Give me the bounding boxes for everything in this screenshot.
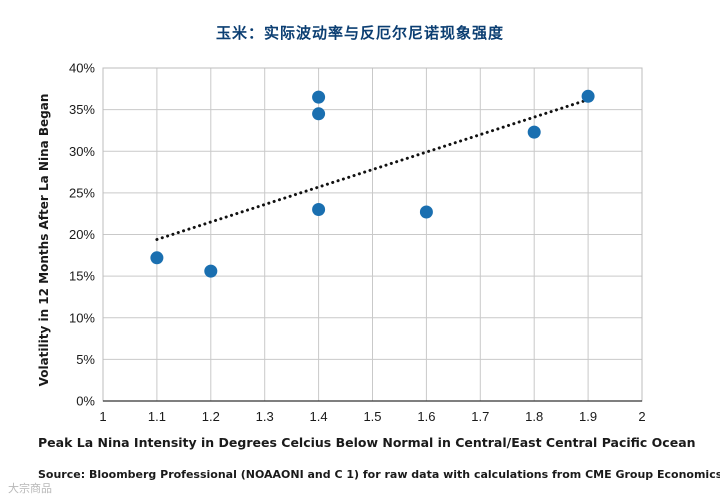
- source-note: Source: Bloomberg Professional (NOAAONI …: [38, 468, 720, 481]
- y-tick-label: 35%: [69, 102, 95, 117]
- x-tick-label: 1: [99, 409, 106, 424]
- y-tick-label: 40%: [69, 61, 95, 76]
- y-axis-label: Volatility in 12 Months After La Nina Be…: [37, 93, 51, 387]
- data-points: [150, 89, 595, 278]
- data-point: [150, 251, 164, 265]
- y-tick-label: 25%: [69, 185, 95, 200]
- data-point: [581, 89, 595, 103]
- x-tick-labels: 1 1.1 1.2 1.3 1.4 1.5 1.6 1.7 1.8 1.9 2: [99, 409, 645, 424]
- x-tick-label: 1.6: [417, 409, 435, 424]
- x-axis-label: Peak La Nina Intensity in Degrees Celciu…: [38, 435, 696, 450]
- watermark: 大宗商品: [8, 482, 52, 495]
- x-tick-label: 1.1: [148, 409, 166, 424]
- x-tick-label: 1.9: [579, 409, 597, 424]
- data-point: [419, 205, 433, 219]
- data-point: [312, 107, 326, 121]
- y-tick-label: 20%: [69, 227, 95, 242]
- data-point: [312, 90, 326, 104]
- grid-lines: [102, 67, 643, 402]
- y-tick-label: 5%: [76, 352, 95, 367]
- x-tick-label: 1.7: [471, 409, 489, 424]
- y-tick-label: 0%: [76, 394, 95, 409]
- x-tick-label: 1.8: [525, 409, 543, 424]
- x-tick-label: 1.2: [202, 409, 220, 424]
- data-point: [527, 125, 541, 139]
- y-tick-labels: 0% 5% 10% 15% 20% 25% 30% 35% 40%: [69, 61, 95, 409]
- x-tick-label: 1.5: [363, 409, 381, 424]
- y-tick-label: 15%: [69, 269, 95, 284]
- data-point: [312, 203, 326, 217]
- x-tick-label: 1.4: [310, 409, 328, 424]
- x-tick-label: 2: [638, 409, 645, 424]
- y-tick-label: 30%: [69, 144, 95, 159]
- axes: [102, 67, 643, 402]
- y-tick-label: 10%: [69, 310, 95, 325]
- data-point: [204, 264, 218, 278]
- chart-title: 玉米：实际波动率与反厄尔尼诺现象强度: [215, 24, 504, 42]
- x-tick-label: 1.3: [256, 409, 274, 424]
